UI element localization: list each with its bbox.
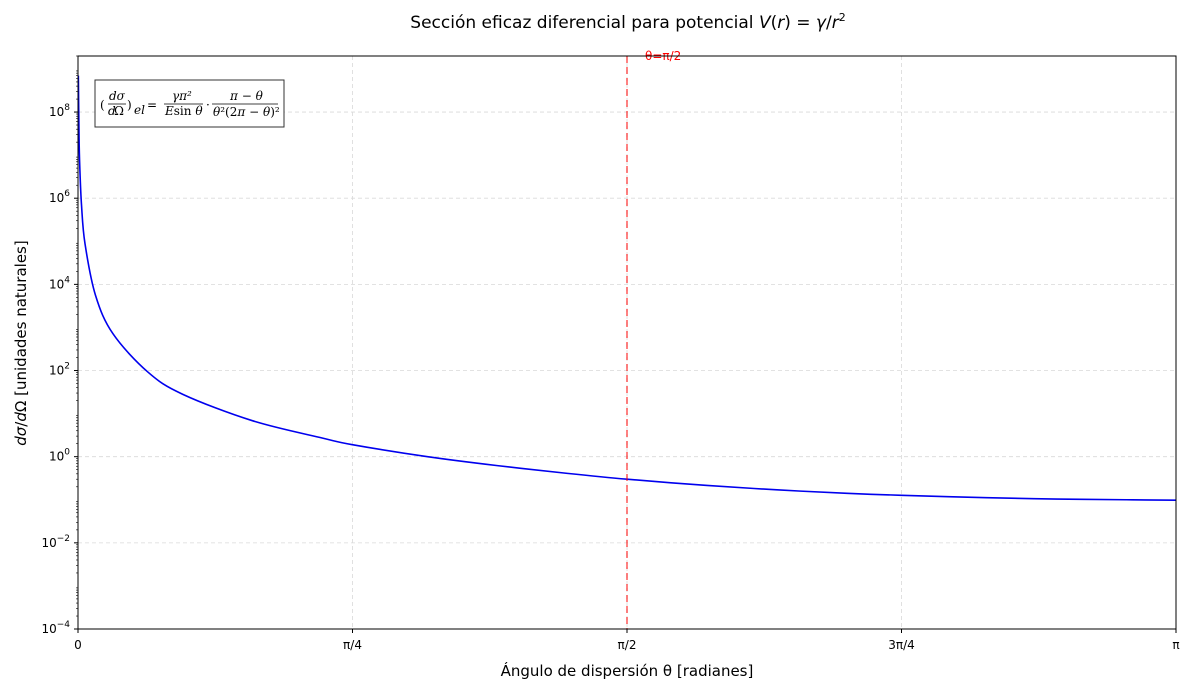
series-layer bbox=[77, 75, 1177, 501]
y-axis-title: dσ/dΩ [unidades naturales] bbox=[12, 240, 30, 445]
annotation-layer: θ=π/2 bbox=[626, 49, 681, 629]
x-tick-label: π bbox=[1172, 638, 1179, 652]
y-tick-label: 104 bbox=[49, 275, 70, 291]
x-tick-label: π/4 bbox=[343, 638, 362, 652]
svg-text:Ω: Ω bbox=[114, 104, 124, 118]
chart-title: Sección eficaz diferencial para potencia… bbox=[410, 11, 845, 33]
formula-domega: d bbox=[108, 104, 116, 118]
svg-text:Esin θ: Esin θ bbox=[164, 104, 203, 118]
y-tick-label: 106 bbox=[49, 189, 70, 205]
formula-lhs: ( bbox=[100, 98, 105, 112]
x-tick-label: 3π/4 bbox=[888, 638, 915, 652]
svg-text:=: = bbox=[147, 98, 157, 112]
svg-text:): ) bbox=[127, 98, 132, 112]
svg-text:γπ²: γπ² bbox=[172, 89, 192, 103]
x-axis-title: Ángulo de dispersión θ [radianes] bbox=[501, 661, 754, 680]
series-line bbox=[77, 75, 1177, 501]
x-tick-label: π/2 bbox=[618, 638, 637, 652]
y-tick-label: 10−4 bbox=[41, 620, 70, 636]
svg-text:el: el bbox=[134, 103, 145, 117]
formula-box: ( dσ d Ω ) el = γπ² Esin θ · π − θ θ²(2π… bbox=[94, 79, 285, 128]
y-tick-label: 102 bbox=[49, 362, 70, 378]
y-tick-label: 10−2 bbox=[41, 534, 70, 550]
y-tick-label: 100 bbox=[49, 448, 70, 464]
svg-text:·: · bbox=[206, 98, 210, 112]
x-tick-label: 0 bbox=[74, 638, 82, 652]
svg-text:θ²(2π − θ)²: θ²(2π − θ)² bbox=[213, 105, 280, 119]
formula-dsigma: dσ bbox=[109, 89, 126, 103]
svg-text:π − θ: π − θ bbox=[229, 89, 264, 103]
axes-layer: 0 π/4 π/2 3π/4 π 10−4 10−2 100 102 104 106 108 bbox=[41, 55, 1180, 652]
y-tick-label: 108 bbox=[49, 103, 70, 119]
